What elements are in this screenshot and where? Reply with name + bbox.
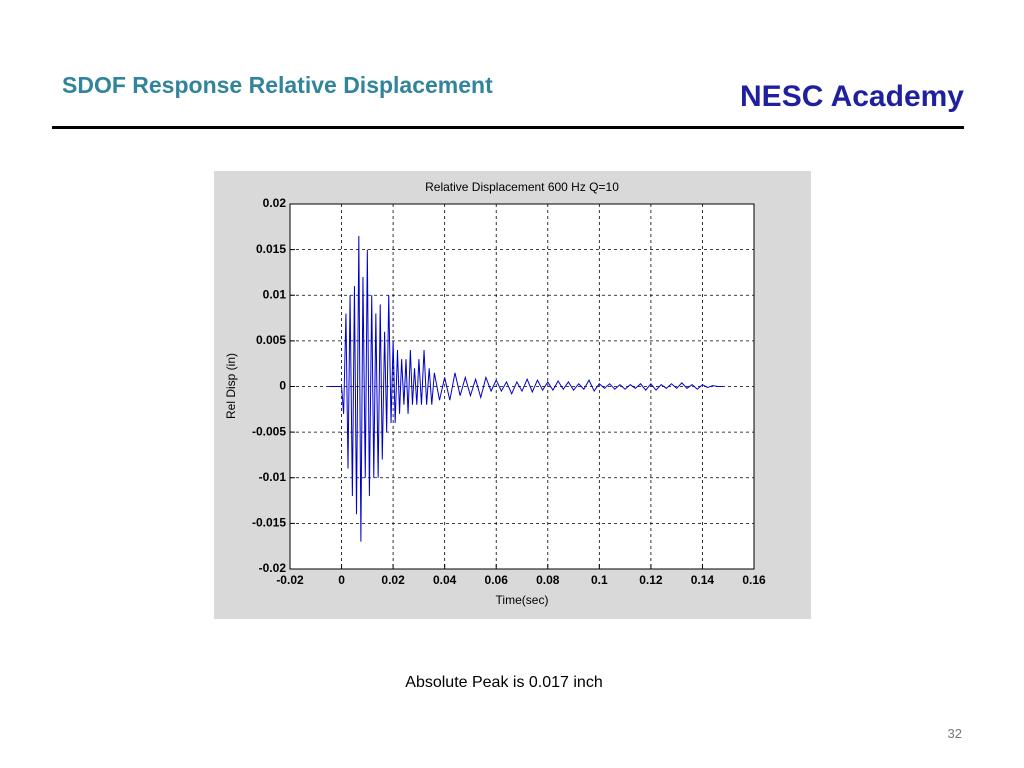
x-tick-label: 0.12 bbox=[639, 573, 663, 587]
header-rule bbox=[52, 126, 964, 129]
y-tick-label: 0.02 bbox=[263, 196, 287, 210]
y-tick-label: -0.015 bbox=[252, 516, 286, 530]
x-tick-label: 0.04 bbox=[433, 573, 457, 587]
y-axis-label: Rel Disp (in) bbox=[224, 353, 238, 419]
y-tick-label: 0.015 bbox=[256, 242, 286, 256]
y-tick-label: -0.02 bbox=[259, 561, 287, 575]
x-tick-label: -0.02 bbox=[276, 573, 304, 587]
y-tick-label: 0.01 bbox=[263, 287, 287, 301]
plot-frame bbox=[289, 203, 755, 570]
x-tick-label: 0.08 bbox=[536, 573, 560, 587]
x-tick-label: 0.02 bbox=[381, 573, 405, 587]
x-tick-label: 0.14 bbox=[691, 573, 715, 587]
data-line bbox=[328, 235, 724, 542]
chart-title: Relative Displacement 600 Hz Q=10 bbox=[425, 180, 619, 194]
page-number: 32 bbox=[947, 726, 962, 741]
slide-title: SDOF Response Relative Displacement bbox=[62, 72, 493, 98]
chart: Relative Displacement 600 Hz Q=10 Time(s… bbox=[214, 171, 811, 619]
brand: NESC Academy bbox=[740, 80, 964, 113]
x-tick-label: 0 bbox=[338, 573, 345, 587]
y-tick-label: 0 bbox=[279, 379, 286, 393]
caption: Absolute Peak is 0.017 inch bbox=[405, 674, 603, 691]
x-tick-label: 0.06 bbox=[485, 573, 509, 587]
y-tick-label: -0.01 bbox=[259, 470, 287, 484]
x-tick-label: 0.16 bbox=[742, 573, 766, 587]
y-tick-label: -0.005 bbox=[252, 424, 286, 438]
x-axis-label: Time(sec) bbox=[496, 593, 549, 607]
y-tick-label: 0.005 bbox=[256, 333, 286, 347]
x-tick-label: 0.1 bbox=[591, 573, 608, 587]
